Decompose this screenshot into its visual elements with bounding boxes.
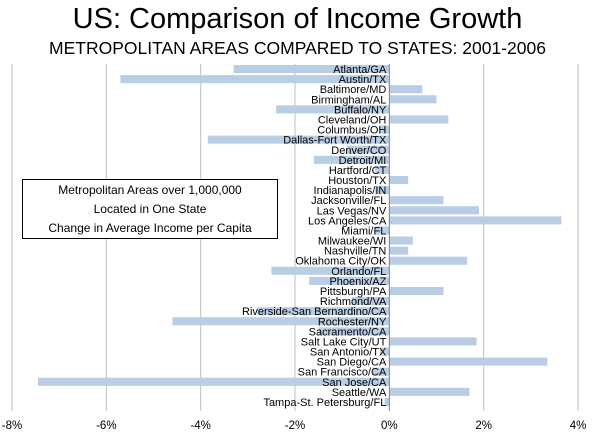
x-tick-label: 0% <box>381 420 398 432</box>
chart-title: US: Comparison of Income Growth <box>72 3 523 35</box>
bar <box>313 155 390 164</box>
x-tick-labels: -8% -6% -4% -2% 0% 2% 4% <box>2 420 587 432</box>
bar <box>309 276 390 285</box>
category-label: Indianapolis/IN <box>314 185 387 197</box>
bar <box>389 357 548 366</box>
x-tick-label: 2% <box>475 420 492 432</box>
category-label: Birmingham/AL <box>311 94 386 106</box>
annotation-line: Located in One State <box>93 202 207 216</box>
bar <box>346 145 390 154</box>
bar <box>389 337 477 346</box>
bar <box>379 125 390 134</box>
category-label: Buffalo/NY <box>334 104 387 116</box>
chart-subtitle: METROPOLITAN AREAS COMPARED TO STATES: 2… <box>49 38 546 58</box>
bar <box>372 367 390 376</box>
bar <box>389 196 444 205</box>
category-label: Cleveland/OH <box>318 114 387 126</box>
category-label: Richmond/VA <box>320 296 387 308</box>
x-tick-label: -6% <box>96 420 116 432</box>
category-label: Rochester/NY <box>318 316 387 328</box>
category-label: Houston/TX <box>328 175 387 187</box>
category-label: Tampa-St. Petersburg/FL <box>263 397 386 409</box>
chart-annotation-box: Metropolitan Areas over 1,000,000 Locate… <box>22 179 278 239</box>
bar <box>375 186 390 195</box>
category-label: Atlanta/GA <box>333 64 387 76</box>
bar <box>389 387 470 396</box>
category-label: Denver/CO <box>331 145 386 157</box>
bar <box>389 175 409 185</box>
bar <box>389 236 413 245</box>
bar <box>384 397 390 406</box>
category-label: Oklahoma City/OK <box>295 256 387 268</box>
category-label: Pittsburgh/PA <box>320 286 387 298</box>
bar <box>389 206 479 215</box>
category-label: Detroit/MI <box>339 155 387 167</box>
bar <box>389 216 562 225</box>
annotation-line: Change in Average Income per Capita <box>48 221 252 235</box>
bar <box>389 286 444 296</box>
category-label: Seattle/WA <box>332 387 387 399</box>
category-label: San Jose/CA <box>322 377 387 389</box>
category-label: Miami/FL <box>341 225 386 237</box>
category-label: Sacramento/CA <box>309 326 387 338</box>
category-labels: Atlanta/GAAustin/TXBaltimore/MDBirmingha… <box>242 64 387 409</box>
x-tick-label: -4% <box>190 420 210 432</box>
bar <box>233 65 390 74</box>
category-label: Austin/TX <box>339 74 387 86</box>
bar <box>207 135 390 144</box>
bar <box>389 246 409 255</box>
bar <box>120 75 390 84</box>
bar <box>271 266 390 275</box>
category-label: San Diego/CA <box>317 357 387 369</box>
bar <box>375 165 390 174</box>
bar <box>257 307 390 316</box>
category-label: Hartford/CT <box>329 165 387 177</box>
category-label: Orlando/FL <box>331 266 386 278</box>
category-label: Nashville/TN <box>324 246 386 258</box>
bar <box>389 256 468 265</box>
bar <box>276 105 390 114</box>
annotation-line: Metropolitan Areas over 1,000,000 <box>58 183 242 197</box>
bar <box>37 377 390 386</box>
category-label: Columbus/OH <box>317 125 386 137</box>
category-label: Los Angeles/CA <box>308 215 387 227</box>
category-label: Las Vegas/NV <box>317 205 387 217</box>
category-label: San Francisco/CA <box>298 367 387 379</box>
category-label: Baltimore/MD <box>320 84 387 96</box>
category-label: Dallas-Fort Worth/TX <box>283 135 387 147</box>
bar <box>389 115 449 124</box>
bars <box>37 65 562 406</box>
x-tick-label: -2% <box>285 420 305 432</box>
bar <box>389 85 423 94</box>
category-label: Riverside-San Bernardino/CA <box>242 306 387 318</box>
category-label: Milwaukee/WI <box>318 236 386 248</box>
bar <box>351 297 390 306</box>
x-tick-label: 4% <box>570 420 587 432</box>
category-label: Jacksonville/FL <box>311 195 386 207</box>
x-tick-label: -8% <box>2 420 22 432</box>
bar <box>389 95 437 104</box>
bar <box>379 347 390 356</box>
bar <box>318 327 390 336</box>
bar <box>375 226 390 235</box>
category-label: Phoenix/AZ <box>329 276 386 288</box>
category-label: San Antonio/TX <box>310 347 387 359</box>
bar <box>172 317 390 326</box>
category-label: Salt Lake City/UT <box>301 336 387 348</box>
